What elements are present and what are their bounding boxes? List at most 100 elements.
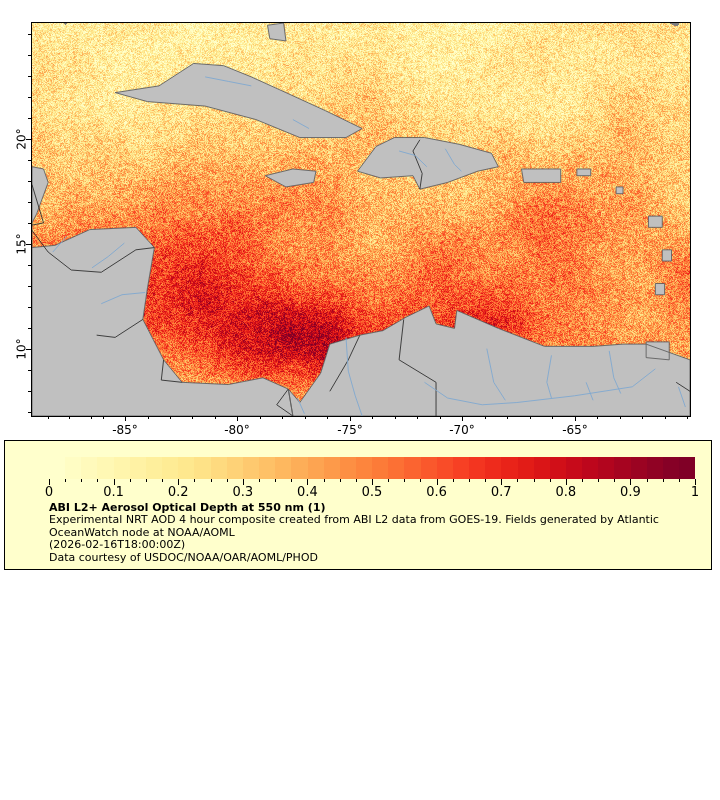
colorbar-swatch (372, 457, 389, 479)
y-axis-minor-tick (28, 370, 31, 371)
colorbar-tick-label: 0.4 (297, 485, 318, 500)
legend-description-line: Data courtesy of USDOC/NOAA/OAR/AOML/PHO… (49, 550, 318, 564)
x-axis-tick-label: -70° (449, 423, 475, 437)
legend-panel: 0 0.1 0.2 0.3 0.4 0.5 0.6 0.7 0.8 0.9 1 ABI L2+ Ae… (4, 440, 712, 570)
y-axis-tick-label: 15° (14, 233, 29, 255)
colorbar-swatch (662, 457, 680, 479)
x-axis-tick-label: -75° (337, 423, 363, 437)
colorbar-minor-tick (194, 479, 196, 482)
colorbar[interactable] (49, 457, 696, 479)
colorbar-major-tick (630, 479, 632, 485)
y-axis-tick-label: 10° (14, 338, 29, 360)
colorbar-minor-tick (581, 479, 583, 482)
colorbar-swatch (162, 457, 179, 479)
x-axis-minor-tick (103, 416, 104, 419)
colorbar-minor-tick (226, 479, 228, 482)
x-axis-minor-tick (215, 416, 216, 419)
colorbar-swatch (81, 457, 98, 479)
y-axis-minor-tick (28, 412, 31, 413)
colorbar-minor-tick (323, 479, 325, 482)
y-axis-minor-tick (28, 223, 31, 224)
colorbar-major-tick (178, 479, 180, 485)
y-axis-minor-tick (28, 391, 31, 392)
colorbar-minor-tick (468, 479, 470, 482)
colorbar-minor-tick (81, 479, 83, 482)
colorbar-minor-tick (339, 479, 341, 482)
colorbar-major-tick (242, 479, 244, 485)
x-axis-minor-tick (148, 416, 149, 419)
colorbar-swatch (517, 457, 534, 479)
x-axis-minor-tick (48, 416, 49, 419)
x-axis-tick-label: -65° (562, 423, 588, 437)
colorbar-tick-label: 0.3 (232, 485, 254, 500)
colorbar-minor-tick (452, 479, 454, 482)
colorbar-major-tick (307, 479, 309, 485)
y-axis-minor-tick (28, 181, 31, 182)
x-axis-minor-tick (440, 416, 441, 419)
colorbar-minor-tick (662, 479, 664, 482)
colorbar-minor-tick (145, 479, 147, 482)
colorbar-minor-tick (404, 479, 406, 482)
y-axis-minor-tick (28, 286, 31, 287)
aod-heatmap-canvas[interactable] (32, 23, 690, 416)
colorbar-major-tick (565, 479, 567, 485)
colorbar-tick-label: 0.1 (103, 485, 124, 500)
x-axis-minor-tick (305, 416, 306, 419)
colorbar-swatch (339, 457, 356, 479)
colorbar-major-tick (113, 479, 115, 485)
colorbar-swatch (194, 457, 211, 479)
colorbar-swatch (210, 457, 227, 479)
colorbar-swatch (533, 457, 550, 479)
y-axis-minor-tick (28, 202, 31, 203)
colorbar-swatch (582, 457, 599, 479)
x-axis-minor-tick (642, 416, 643, 419)
colorbar-minor-tick (646, 479, 648, 482)
colorbar-swatch (566, 457, 583, 479)
colorbar-swatch (501, 457, 518, 479)
colorbar-tick-label: 0.9 (620, 485, 641, 500)
colorbar-tick-label: 0.8 (555, 485, 577, 500)
y-axis-minor-tick (28, 265, 31, 266)
colorbar-swatch (469, 457, 486, 479)
legend-description-line: OceanWatch node at NOAA/AOML (49, 525, 235, 539)
x-axis-minor-tick (91, 416, 92, 419)
colorbar-swatch (614, 457, 631, 479)
x-axis-major-tick (575, 416, 576, 421)
colorbar-tick-label: 0.2 (167, 485, 189, 500)
x-axis-minor-tick (687, 416, 688, 419)
colorbar-minor-tick (614, 479, 616, 482)
y-axis-minor-tick (28, 118, 31, 119)
x-axis-major-tick (237, 416, 238, 421)
x-axis-minor-tick (395, 416, 396, 419)
map-panel[interactable] (31, 22, 691, 417)
colorbar-swatch (113, 457, 130, 479)
y-axis-minor-tick (28, 97, 31, 98)
colorbar-swatch (388, 457, 405, 479)
colorbar-swatch (259, 457, 276, 479)
legend-description-line: (2026-02-16T18:00:00Z) (49, 538, 186, 551)
colorbar-swatch (129, 457, 146, 479)
colorbar-swatch (226, 457, 243, 479)
y-axis-minor-tick (28, 328, 31, 329)
colorbar-tick-label: 0.7 (490, 485, 512, 500)
colorbar-minor-tick (65, 479, 67, 482)
colorbar-major-tick (695, 479, 696, 485)
colorbar-swatch (355, 457, 373, 479)
y-axis-major-tick (26, 244, 31, 245)
x-axis-major-tick (125, 416, 126, 421)
colorbar-swatch (630, 457, 647, 479)
colorbar-minor-tick (485, 479, 487, 482)
x-axis-minor-tick (282, 416, 283, 419)
colorbar-tick-label: 1 (690, 485, 700, 500)
y-axis-major-tick (26, 139, 31, 140)
colorbar-swatch (291, 457, 308, 479)
colorbar-minor-tick (275, 479, 277, 482)
colorbar-swatch (323, 457, 340, 479)
colorbar-swatch (275, 457, 292, 479)
colorbar-swatch (420, 457, 437, 479)
y-axis-tick-label: 20° (14, 128, 29, 150)
x-axis-minor-tick (597, 416, 598, 419)
colorbar-minor-tick (420, 479, 422, 482)
colorbar-swatch (452, 457, 470, 479)
legend-description-line: Experimental NRT AOD 4 hour composite cr… (49, 513, 659, 526)
